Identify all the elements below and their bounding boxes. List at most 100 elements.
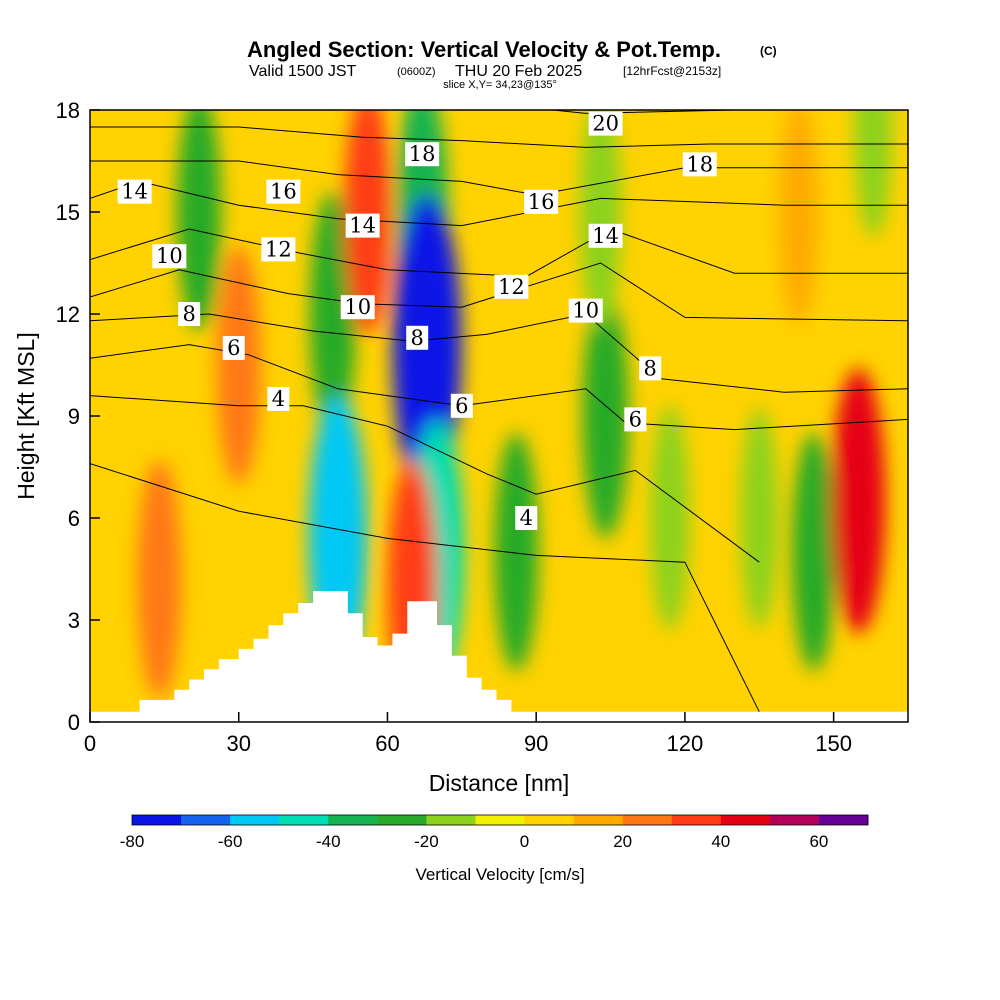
x-tick-label-120: 120 bbox=[667, 731, 704, 756]
x-axis-label: Distance [nm] bbox=[429, 770, 570, 796]
colorbar-label: Vertical Velocity [cm/s] bbox=[415, 865, 584, 884]
contour-label-14: 16 bbox=[528, 190, 555, 214]
contour-label-9: 18 bbox=[409, 142, 436, 166]
colorbar-bin-9 bbox=[573, 815, 624, 825]
colorbar-tick-0: 0 bbox=[520, 832, 529, 851]
contour-label-box-13 bbox=[494, 274, 529, 299]
colorbar-bin-11 bbox=[671, 815, 722, 825]
colorbar-bin-3 bbox=[279, 815, 329, 825]
y-tick-label-18: 18 bbox=[56, 98, 80, 123]
contour-label-box-16 bbox=[588, 223, 623, 248]
y-tick-label-9: 9 bbox=[68, 404, 80, 429]
x-tick-label-0: 0 bbox=[84, 731, 96, 756]
colorbar-tick-60: 60 bbox=[809, 832, 828, 851]
colorbar-tick--80: -80 bbox=[120, 832, 145, 851]
valid-date: THU 20 Feb 2025 bbox=[455, 63, 582, 80]
contour-label-5: 16 bbox=[270, 180, 297, 204]
velocity-cell-15 bbox=[791, 433, 836, 671]
velocity-cell-13 bbox=[650, 405, 690, 631]
contour-label-box-4 bbox=[267, 387, 290, 411]
contour-label-19: 8 bbox=[644, 356, 657, 380]
velocity-cell-3 bbox=[309, 191, 357, 437]
contour-label-box-11 bbox=[450, 393, 473, 418]
contour-label-16: 14 bbox=[592, 224, 619, 248]
contour-label-box-20 bbox=[624, 407, 647, 432]
contour-label-10: 8 bbox=[411, 326, 424, 350]
contour-label-13: 12 bbox=[498, 275, 525, 299]
contour-label-box-1 bbox=[152, 244, 187, 269]
contour-label-12: 4 bbox=[520, 506, 533, 530]
contour-label-4: 4 bbox=[272, 387, 285, 411]
contour-label-11: 6 bbox=[455, 394, 468, 418]
contour-labels: 14 10 8 6 4 16 12 14 10 18 8 6 4 12 16 10 14 20 18 8 6 bbox=[117, 111, 717, 530]
y-axis: 0 3 6 9 12 15 18 bbox=[56, 98, 100, 735]
plot-area: 14 10 8 6 4 16 12 14 10 18 8 6 4 12 16 10 14 20 18 8 6 bbox=[90, 110, 908, 722]
colorbar: -80 -60 -40 -20 0 20 40 60 bbox=[120, 814, 869, 851]
title-units: (C) bbox=[760, 44, 777, 58]
velocity-cell-16 bbox=[779, 110, 819, 325]
contour-label-box-18 bbox=[682, 152, 717, 177]
velocity-cell-18 bbox=[854, 110, 893, 238]
contour-label-box-2 bbox=[178, 302, 201, 326]
contour-label-box-17 bbox=[588, 111, 623, 136]
theta-contour-4 bbox=[90, 395, 760, 563]
x-tick-label-60: 60 bbox=[375, 731, 399, 756]
contour-label-3: 6 bbox=[227, 336, 240, 360]
contour-label-box-7 bbox=[345, 213, 380, 238]
contour-label-8: 10 bbox=[344, 295, 371, 319]
velocity-cell-10 bbox=[494, 433, 539, 671]
contour-label-0: 14 bbox=[121, 180, 148, 204]
forecast-info: [12hrFcst@2153z] bbox=[623, 64, 721, 78]
y-tick-label-15: 15 bbox=[56, 200, 80, 225]
theta-contour-12 bbox=[90, 228, 908, 278]
contour-label-box-12 bbox=[515, 506, 538, 530]
velocity-cell-17 bbox=[831, 368, 886, 634]
colorbar-tick--60: -60 bbox=[218, 832, 243, 851]
x-axis: 0 30 60 90 120 150 bbox=[84, 712, 852, 756]
contour-label-1: 10 bbox=[156, 244, 183, 268]
theta-contour-8 bbox=[90, 313, 908, 393]
contour-label-box-0 bbox=[117, 179, 152, 204]
colorbar-tick--20: -20 bbox=[414, 832, 439, 851]
contour-label-17: 20 bbox=[592, 112, 619, 136]
velocity-cell-0 bbox=[137, 460, 182, 699]
theta-contour-2 bbox=[90, 463, 760, 713]
contour-label-15: 10 bbox=[572, 299, 599, 323]
velocity-cell-1 bbox=[216, 246, 261, 484]
colorbar-bin-2 bbox=[230, 815, 280, 825]
y-tick-label-12: 12 bbox=[56, 302, 80, 327]
terrain-profile bbox=[90, 591, 908, 722]
contour-label-box-3 bbox=[222, 336, 245, 360]
contour-label-box-10 bbox=[406, 325, 429, 350]
colorbar-frame bbox=[131, 814, 869, 826]
y-tick-label-0: 0 bbox=[68, 710, 80, 735]
velocity-cell-2 bbox=[177, 110, 222, 331]
colorbar-bin-12 bbox=[720, 815, 771, 825]
colorbar-bin-10 bbox=[622, 815, 673, 825]
theta-contour-14 bbox=[90, 180, 908, 227]
valid-time: Valid 1500 JST bbox=[249, 63, 357, 80]
chart-title: Angled Section: Vertical Velocity & Pot.… bbox=[247, 37, 721, 62]
colorbar-bin-13 bbox=[769, 815, 820, 825]
y-tick-label-3: 3 bbox=[68, 608, 80, 633]
colorbar-bin-6 bbox=[426, 815, 476, 825]
contour-label-20: 6 bbox=[629, 407, 642, 431]
contour-label-box-14 bbox=[524, 189, 559, 214]
colorbar-bin-4 bbox=[328, 815, 378, 825]
colorbar-bin-7 bbox=[475, 815, 526, 825]
colorbar-bin-1 bbox=[181, 815, 231, 825]
contour-label-box-8 bbox=[340, 295, 375, 320]
x-tick-label-150: 150 bbox=[815, 731, 852, 756]
colorbar-bin-0 bbox=[132, 815, 182, 825]
velocity-cell-14 bbox=[740, 407, 779, 629]
velocity-cell-11 bbox=[582, 293, 629, 539]
contour-label-box-19 bbox=[639, 356, 662, 381]
contour-label-7: 14 bbox=[349, 214, 376, 238]
theta-contour-10 bbox=[90, 262, 908, 322]
contour-label-18: 18 bbox=[686, 152, 713, 176]
valid-utc: (0600Z) bbox=[397, 66, 436, 78]
colorbar-bin-8 bbox=[524, 815, 575, 825]
colorbar-tick--40: -40 bbox=[316, 832, 341, 851]
contour-label-6: 12 bbox=[265, 237, 292, 261]
